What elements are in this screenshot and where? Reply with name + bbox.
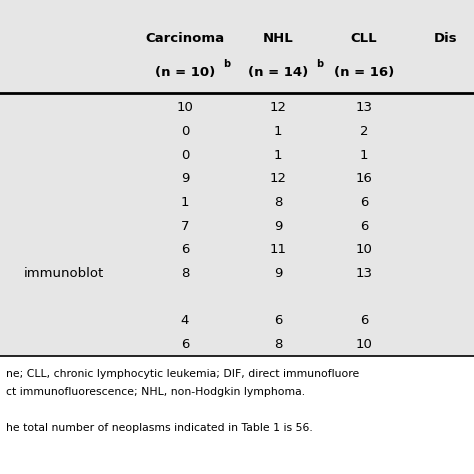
Text: (n = 10): (n = 10) (155, 65, 215, 79)
Text: ne; CLL, chronic lymphocytic leukemia; DIF, direct immunofluore: ne; CLL, chronic lymphocytic leukemia; D… (6, 369, 359, 379)
Text: 10: 10 (356, 243, 373, 256)
Text: (n = 16): (n = 16) (334, 65, 394, 79)
Text: 9: 9 (274, 219, 282, 233)
Text: 16: 16 (356, 172, 373, 185)
Text: 8: 8 (274, 196, 282, 209)
Text: 12: 12 (270, 101, 286, 114)
Text: 6: 6 (274, 314, 282, 327)
Bar (0, 356, 474, 474)
Text: 6: 6 (360, 314, 368, 327)
Text: 6: 6 (360, 196, 368, 209)
Text: 1: 1 (274, 125, 282, 138)
Text: Carcinoma: Carcinoma (146, 31, 225, 45)
Text: CLL: CLL (351, 31, 377, 45)
Text: immunoblot: immunoblot (24, 267, 104, 280)
Text: 6: 6 (181, 337, 189, 351)
Text: 7: 7 (181, 219, 189, 233)
Text: 1: 1 (274, 148, 282, 162)
Text: 1: 1 (360, 148, 368, 162)
Text: 11: 11 (270, 243, 286, 256)
Text: he total number of neoplasms indicated in Table 1 is 56.: he total number of neoplasms indicated i… (6, 423, 313, 433)
Text: Dis: Dis (434, 31, 458, 45)
Text: 13: 13 (356, 101, 373, 114)
Text: NHL: NHL (263, 31, 293, 45)
Text: 2: 2 (360, 125, 368, 138)
Text: 12: 12 (270, 172, 286, 185)
Text: 0: 0 (181, 125, 189, 138)
Text: 13: 13 (356, 267, 373, 280)
Text: 10: 10 (356, 337, 373, 351)
Text: 8: 8 (274, 337, 282, 351)
Text: 9: 9 (181, 172, 189, 185)
Text: (n = 14): (n = 14) (248, 65, 308, 79)
Text: 6: 6 (360, 219, 368, 233)
Text: 6: 6 (181, 243, 189, 256)
Text: b: b (223, 59, 230, 69)
Text: 0: 0 (181, 148, 189, 162)
Text: 8: 8 (181, 267, 189, 280)
Text: 9: 9 (274, 267, 282, 280)
Text: ct immunofluorescence; NHL, non-Hodgkin lymphoma.: ct immunofluorescence; NHL, non-Hodgkin … (6, 387, 305, 397)
Text: b: b (317, 59, 324, 69)
Text: 1: 1 (181, 196, 189, 209)
Text: 4: 4 (181, 314, 189, 327)
Text: 10: 10 (176, 101, 193, 114)
